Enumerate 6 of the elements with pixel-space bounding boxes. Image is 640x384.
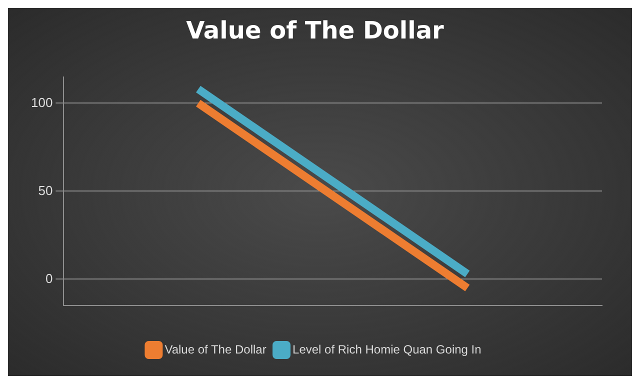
legend-label: Value of The Dollar — [164, 342, 266, 356]
legend-label: Level of Rich Homie Quan Going In — [292, 342, 482, 356]
chart-title: Value of The Dollar — [186, 16, 444, 45]
y-tick-label: 0 — [45, 270, 53, 286]
y-tick-label: 50 — [38, 182, 53, 198]
y-tick-label: 100 — [30, 94, 53, 110]
